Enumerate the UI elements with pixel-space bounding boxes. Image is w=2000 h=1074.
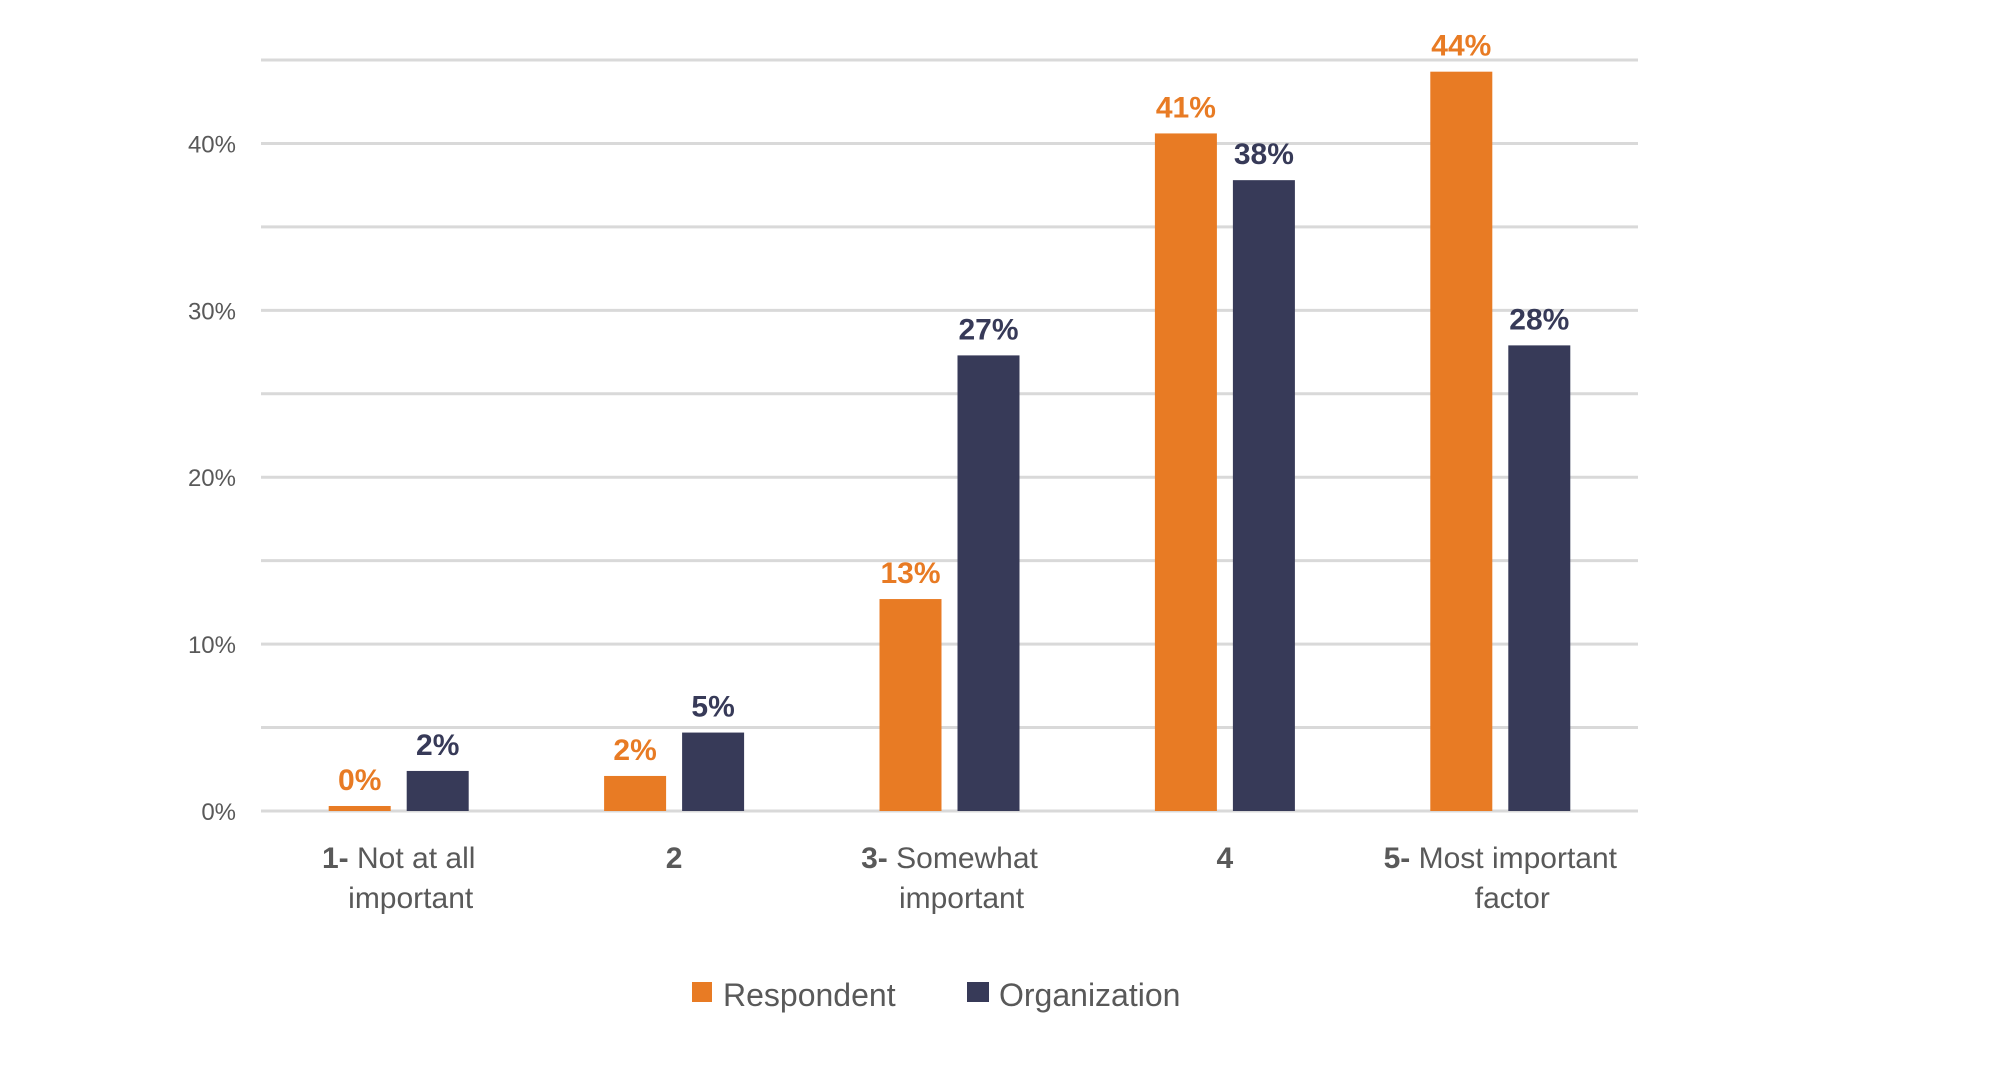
x-label-number: 2 bbox=[666, 842, 683, 875]
legend-label-organization: Organization bbox=[999, 977, 1180, 1013]
x-label-line-2: important bbox=[348, 882, 474, 915]
bar-organization-3 bbox=[957, 355, 1020, 811]
data-label-organization-3: 27% bbox=[958, 313, 1018, 346]
x-label-line-1: 1- Not at all bbox=[322, 842, 475, 875]
data-label-organization-4: 38% bbox=[1234, 138, 1294, 171]
data-label-respondent-4: 41% bbox=[1156, 91, 1216, 124]
x-axis-label-3: 3- Somewhat important bbox=[861, 842, 1038, 915]
bar-organization-4 bbox=[1232, 180, 1295, 811]
data-labels: 0% 2% 2% 5% 13% 27% 41% 38% 44% 28% bbox=[338, 30, 1569, 797]
data-label-respondent-5: 44% bbox=[1431, 30, 1491, 63]
x-label-line-2: factor bbox=[1475, 882, 1550, 915]
x-label-line-2: important bbox=[899, 882, 1025, 915]
bar-organization-2 bbox=[682, 732, 745, 811]
x-label-line-1: 3- Somewhat bbox=[861, 842, 1038, 875]
legend-swatch-respondent bbox=[692, 982, 712, 1002]
x-label-text: Somewhat bbox=[888, 842, 1039, 875]
x-label-number: 1- bbox=[322, 842, 349, 875]
legend-label-respondent: Respondent bbox=[723, 977, 896, 1013]
x-axis-label-1: 1- Not at all important bbox=[322, 842, 475, 915]
data-label-organization-1: 2% bbox=[416, 729, 459, 762]
x-label-line-1: 2 bbox=[666, 842, 683, 875]
data-label-respondent-1: 0% bbox=[338, 764, 381, 797]
x-axis-labels: 1- Not at all important 2 3- Somewhat import… bbox=[322, 842, 1618, 915]
x-label-text: Not at all bbox=[349, 842, 476, 875]
y-tick-label: 0% bbox=[201, 799, 236, 826]
x-label-number: 3- bbox=[861, 842, 888, 875]
bar-respondent-3 bbox=[879, 599, 942, 811]
bar-respondent-4 bbox=[1154, 133, 1217, 812]
legend-item-respondent: Respondent bbox=[692, 977, 896, 1013]
bar-organization-5 bbox=[1508, 345, 1571, 811]
bar-respondent-5 bbox=[1430, 71, 1493, 811]
y-tick-label: 20% bbox=[188, 465, 236, 492]
data-label-respondent-3: 13% bbox=[880, 557, 940, 590]
x-label-line-1: 5- Most important bbox=[1384, 842, 1618, 875]
y-tick-label: 40% bbox=[188, 131, 236, 158]
y-axis-tick-labels: 0% 10% 20% 30% 40% bbox=[188, 131, 236, 826]
x-label-number: 5- bbox=[1384, 842, 1411, 875]
legend-item-organization: Organization bbox=[967, 977, 1180, 1013]
x-label-number: 4 bbox=[1217, 842, 1234, 875]
data-label-respondent-2: 2% bbox=[613, 734, 656, 767]
legend-swatch-organization bbox=[967, 982, 989, 1002]
x-label-text: Most important bbox=[1410, 842, 1617, 875]
legend: Respondent Organization bbox=[692, 977, 1180, 1013]
bar-respondent-1 bbox=[328, 805, 391, 811]
data-label-organization-2: 5% bbox=[691, 691, 734, 724]
bars bbox=[328, 71, 1571, 812]
gridlines bbox=[261, 58, 1638, 813]
x-label-line-1: 4 bbox=[1217, 842, 1234, 875]
y-tick-label: 30% bbox=[188, 298, 236, 325]
x-axis-label-4: 4 bbox=[1217, 842, 1234, 875]
x-axis-label-5: 5- Most important factor bbox=[1384, 842, 1618, 915]
bar-organization-1 bbox=[406, 770, 469, 811]
y-tick-label: 10% bbox=[188, 632, 236, 659]
x-axis-label-2: 2 bbox=[666, 842, 683, 875]
data-label-organization-5: 28% bbox=[1509, 303, 1569, 336]
bar-respondent-2 bbox=[604, 775, 667, 811]
